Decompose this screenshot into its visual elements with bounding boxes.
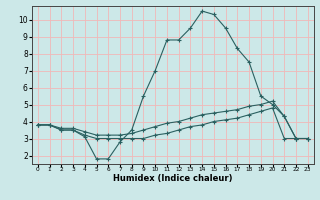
X-axis label: Humidex (Indice chaleur): Humidex (Indice chaleur) [113, 174, 233, 183]
